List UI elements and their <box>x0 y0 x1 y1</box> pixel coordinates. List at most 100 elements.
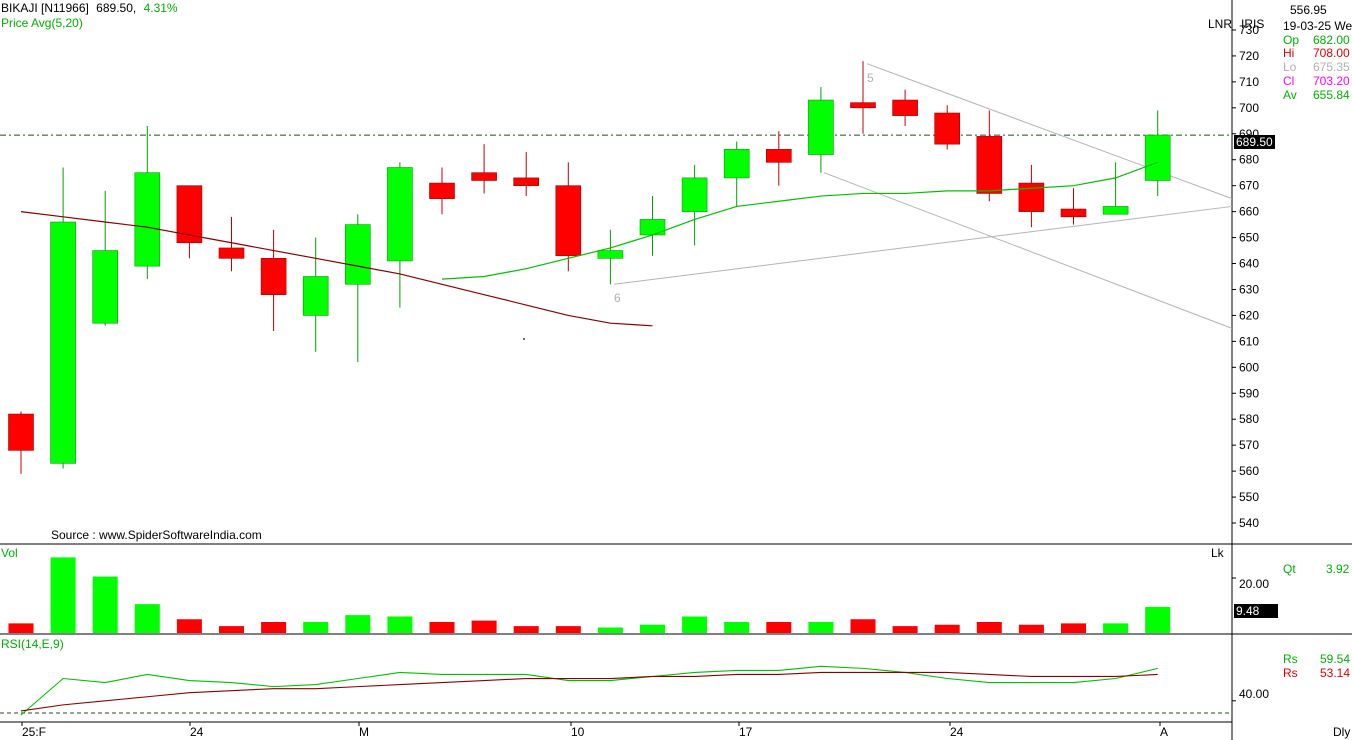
candle-body <box>892 99 918 116</box>
symbol-label: BIKAJI [N11966] <box>1 1 89 15</box>
y-tick-label: 620 <box>1239 308 1259 322</box>
moving-averages <box>20 161 1158 340</box>
volume-bar <box>1061 623 1086 633</box>
volume-bar <box>345 615 371 633</box>
y-tick-label: 640 <box>1239 257 1259 271</box>
open-value: 682.00 <box>1313 33 1350 47</box>
candle-body <box>50 221 76 464</box>
candle-body <box>176 185 203 244</box>
y-tick-label: 600 <box>1239 360 1259 374</box>
iris-button[interactable]: IRIS <box>1241 17 1265 31</box>
volume-bar <box>387 616 413 633</box>
qt-value: 3.92 <box>1326 562 1350 576</box>
candle-body <box>555 185 582 257</box>
candle-body <box>639 219 666 236</box>
candles <box>8 61 1171 474</box>
avg-value: 655.84 <box>1313 88 1350 102</box>
volume-unit: Lk <box>1211 546 1224 560</box>
y-tick-label: 570 <box>1239 438 1259 452</box>
volume-bar <box>555 626 581 633</box>
candle-body <box>723 149 750 179</box>
y-tick-label: 680 <box>1239 153 1259 167</box>
y-tick-label: 630 <box>1239 282 1259 296</box>
x-label-10: 10 <box>571 725 585 739</box>
high-label: Hi <box>1283 46 1295 60</box>
candle-body <box>471 172 497 181</box>
volume-bar <box>513 626 539 633</box>
last-price: 689.50, <box>96 1 137 15</box>
volume-bar <box>1018 624 1044 633</box>
candle-body <box>218 247 245 259</box>
lnr-button[interactable]: LNR <box>1208 17 1233 31</box>
open-label: Op <box>1283 33 1300 47</box>
volume-bar <box>808 622 834 633</box>
rsi-line <box>20 665 1158 716</box>
last-price-box: 689.50 <box>1234 135 1275 149</box>
candle-body <box>429 182 455 199</box>
chart-header: BIKAJI [N11966] 689.50, 4.31% <box>1 1 178 15</box>
volume-bar <box>724 622 750 633</box>
y-tick-label: 560 <box>1239 464 1259 478</box>
volume-bar <box>640 624 665 633</box>
candle-body <box>134 172 161 267</box>
volume-label: Vol <box>1 546 18 560</box>
volume-bar <box>134 604 160 633</box>
candle-body <box>1144 134 1171 181</box>
rs1-label: Rs <box>1283 652 1298 666</box>
volume-bar <box>682 616 708 633</box>
candle-body <box>1060 208 1087 218</box>
volume-bar <box>1103 623 1129 633</box>
y-tick-label: 700 <box>1239 101 1259 115</box>
lower-trendline <box>823 172 1233 329</box>
y-tick-label: 660 <box>1239 205 1259 219</box>
candle-body <box>808 99 834 155</box>
y-tick-label: 650 <box>1239 231 1259 245</box>
candle-body <box>302 276 329 316</box>
volume-bars <box>8 557 1236 633</box>
support-trendline <box>613 205 1233 285</box>
volume-bar <box>934 624 960 633</box>
volume-bar <box>892 626 918 633</box>
y-tick-label: 590 <box>1239 386 1259 400</box>
y-tick-label: 670 <box>1239 179 1259 193</box>
price-axis: 540 550 560 570 580 590 600 610 620 630 640 650 660 6… <box>0 23 1259 530</box>
y-tick-label: 550 <box>1239 490 1259 504</box>
candle-body <box>976 136 1003 194</box>
volume-bar <box>50 557 76 633</box>
x-label-24a: 24 <box>190 725 204 739</box>
low-label: Lo <box>1283 60 1297 74</box>
stray-dot <box>523 338 525 340</box>
high-value: 708.00 <box>1313 46 1350 60</box>
rs2-label: Rs <box>1283 666 1298 680</box>
volume-bar <box>597 627 623 633</box>
low-value: 675.35 <box>1313 60 1350 74</box>
y-tick-label: 730 <box>1239 23 1259 37</box>
x-label-mar: M <box>359 725 369 739</box>
rs1-value: 59.54 <box>1320 652 1351 666</box>
y-tick-label: 610 <box>1239 334 1259 348</box>
volume-bar <box>976 622 1002 633</box>
source-text: Source : www.SpiderSoftwareIndia.com <box>51 528 262 542</box>
candle-body <box>260 258 287 295</box>
volume-bar <box>766 622 792 633</box>
y-tick-label: 710 <box>1239 75 1259 89</box>
candle-body <box>344 224 371 285</box>
avg5-line <box>441 161 1158 280</box>
avg-label: Av <box>1283 88 1297 102</box>
volume-last-box: 9.48 <box>1234 604 1278 618</box>
volume-bar <box>850 619 876 633</box>
candle-body <box>92 250 118 324</box>
y-tick-label: 580 <box>1239 412 1259 426</box>
volume-bar <box>92 576 118 633</box>
candle-body <box>513 177 540 186</box>
change-percent: 4.31% <box>143 1 178 15</box>
x-label-apr: A <box>1160 725 1169 739</box>
close-label: Cl <box>1283 74 1295 88</box>
volume-bar <box>261 622 287 633</box>
qt-label: Qt <box>1283 562 1296 576</box>
period-label[interactable]: Dly <box>1333 725 1351 739</box>
volume-bar <box>219 626 244 633</box>
volume-bar <box>471 620 497 633</box>
volume-bar <box>8 623 34 633</box>
